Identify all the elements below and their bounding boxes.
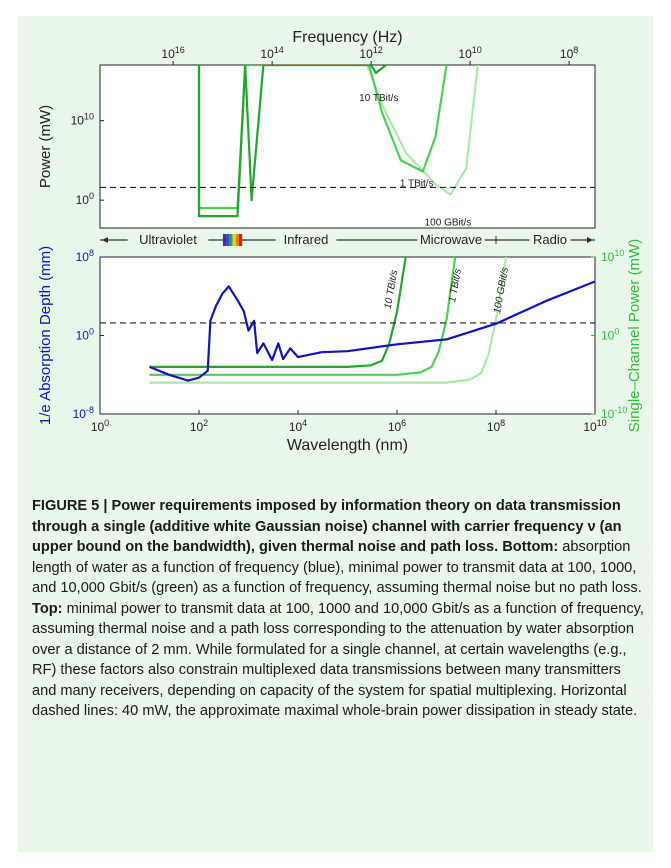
band-label-bg: [529, 232, 571, 247]
top-x-axis-title: Frequency (Hz): [292, 29, 402, 46]
band-label-infrared: Infrared: [284, 232, 329, 247]
visible-spectrum-swatch: [223, 234, 227, 246]
top-y-tick-label: 100: [76, 191, 94, 207]
top-y-axis-title: Power (mW): [37, 105, 54, 188]
band-label-bg: [127, 232, 209, 247]
visible-spectrum-swatch: [226, 234, 230, 246]
bottom-x-tick-label: 108: [487, 418, 505, 434]
bottom-x-axis-title: Wavelength (nm): [287, 437, 408, 454]
top-curve-label-1tbit: 1 TBit/s: [400, 178, 434, 189]
top-curve-label-10tbit: 10 TBit/s: [359, 93, 398, 104]
band-arrow-right: [587, 237, 593, 243]
top-x-tick-label: 1016: [161, 45, 184, 61]
caption-bold: FIGURE 5 | Power requirements imposed by…: [32, 498, 622, 555]
top-series-group: [197, 65, 479, 218]
top-x-tick-label: 1014: [260, 45, 283, 61]
bottom-x-tick-label: 1010: [583, 418, 606, 434]
bottom-right-y-tick-label: 100: [601, 327, 619, 343]
bottom-left-y-tick-label: 100: [76, 327, 94, 343]
figure-panel: Frequency (Hz) 1016 1014 1012 1010 108 1010 100…: [18, 16, 653, 852]
bottom-left-y-tick-label: 10-8: [73, 405, 94, 421]
band-arrow-left: [102, 237, 108, 243]
caption-bottom-text: absorption length of water as a function…: [32, 539, 642, 596]
bottom-absorption-line: [149, 280, 595, 382]
band-label-ultraviolet: Ultraviolet: [139, 232, 197, 247]
bottom-right-y-tick-label: 1010: [601, 248, 624, 264]
caption-top-label: Top:: [32, 600, 63, 617]
top-plot-area: [99, 64, 596, 229]
bottom-x-tick-label: 104: [289, 418, 307, 434]
bottom-x-tick-label: 102: [190, 418, 208, 434]
bottom-power-line: [149, 257, 508, 384]
band-label-bg: [417, 232, 485, 247]
visible-spectrum-swatch: [239, 234, 243, 246]
bottom-left-y-axis-title: 1/e Absorption Depth (mm): [37, 246, 54, 425]
band-label-bg: [275, 232, 337, 247]
bottom-plot-area: [99, 256, 596, 415]
bottom-series-group: [149, 257, 595, 384]
bottom-x-tick-label: 100: [91, 418, 109, 434]
top-series-line: [197, 65, 448, 210]
bottom-x-tick-label: 106: [388, 418, 406, 434]
caption-top-text: minimal power to transmit data at 100, 1…: [32, 600, 644, 720]
top-x-tick-label: 1012: [359, 45, 382, 61]
bottom-right-y-tick-label: 10-10: [601, 405, 627, 421]
caption-bottom-label: Bottom:: [502, 539, 559, 555]
top-x-tick-label: 1010: [458, 45, 481, 61]
top-x-tick-label: 108: [560, 45, 578, 61]
bottom-power-line: [149, 257, 457, 376]
visible-spectrum-swatch: [229, 234, 233, 246]
visible-spectrum-swatch: [235, 234, 239, 246]
bottom-power-line: [149, 257, 407, 368]
figure-chart: Frequency (Hz) 1016 1014 1012 1010 108 1010 100…: [37, 29, 643, 454]
top-curve-label-100gbit: 100 GBit/s: [425, 218, 472, 229]
visible-spectrum-swatch: [232, 234, 236, 246]
band-label-radio: Radio: [533, 232, 567, 247]
bottom-left-y-tick-label: 108: [76, 248, 94, 264]
band-label-microwave: Microwave: [420, 232, 482, 247]
top-series-line: [197, 65, 387, 218]
top-y-tick-label: 1010: [71, 112, 94, 128]
bottom-right-y-axis-title: Single–Channel Power (mW): [626, 239, 643, 432]
figure-caption: FIGURE 5 | Power requirements imposed by…: [32, 496, 644, 722]
